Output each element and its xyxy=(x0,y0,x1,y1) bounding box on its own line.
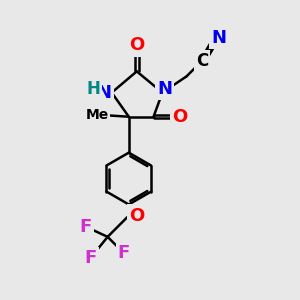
Text: F: F xyxy=(118,244,130,262)
Text: N: N xyxy=(97,84,112,102)
Text: O: O xyxy=(172,108,187,126)
Text: F: F xyxy=(80,218,92,236)
Text: N: N xyxy=(212,28,226,46)
Text: O: O xyxy=(129,207,145,225)
Text: Me: Me xyxy=(85,108,109,122)
Text: C: C xyxy=(196,52,208,70)
Text: H: H xyxy=(86,80,100,98)
Text: N: N xyxy=(157,80,172,98)
Text: O: O xyxy=(129,37,144,55)
Text: F: F xyxy=(84,249,97,267)
